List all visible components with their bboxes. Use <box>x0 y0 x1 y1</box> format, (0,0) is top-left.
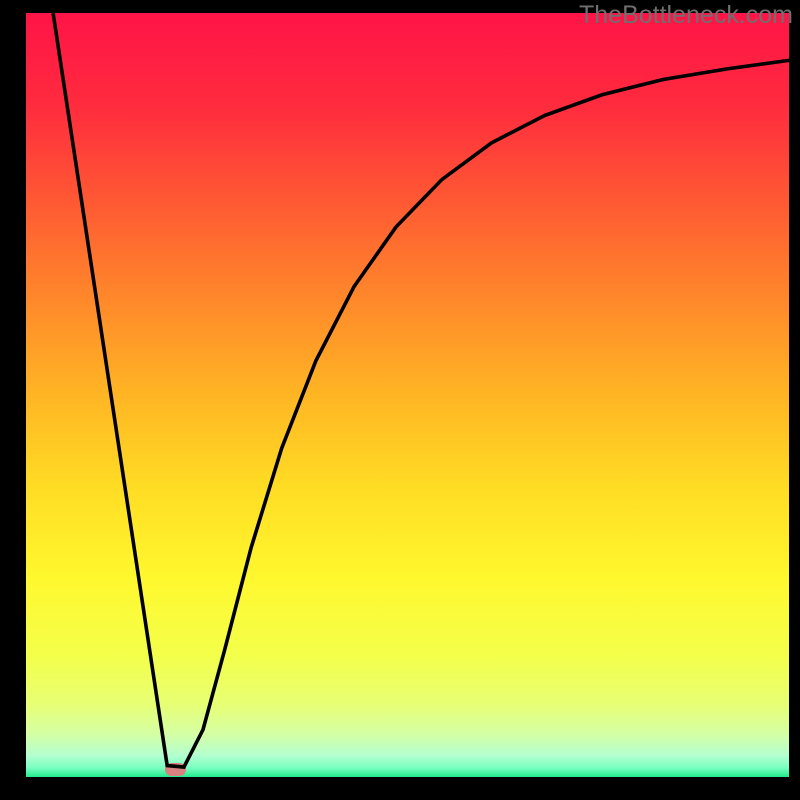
bottleneck-curve <box>26 13 789 777</box>
chart-container: TheBottleneck.com <box>0 0 800 800</box>
plot-area <box>26 13 789 777</box>
watermark-text: TheBottleneck.com <box>579 1 793 30</box>
curve-path <box>53 13 789 767</box>
